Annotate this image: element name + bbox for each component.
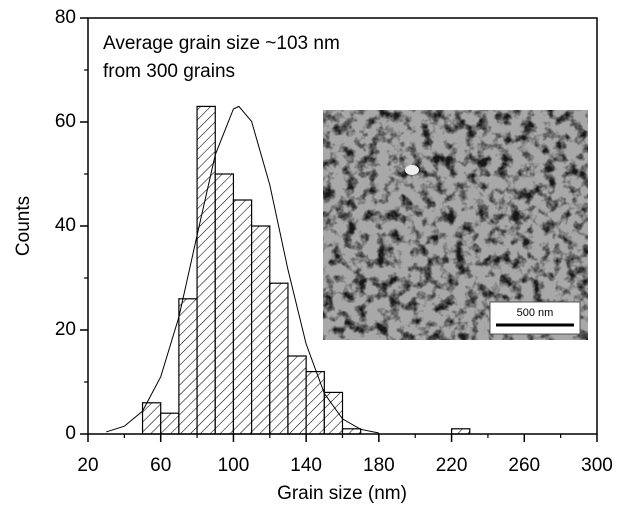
x-tick-label: 260	[508, 455, 540, 476]
bar	[323, 391, 344, 435]
bar	[178, 298, 198, 435]
bar	[141, 402, 162, 435]
x-tick-label: 20	[77, 455, 98, 476]
bar	[196, 105, 216, 435]
bar	[341, 428, 362, 435]
x-tick-label: 180	[363, 455, 395, 476]
bar	[269, 282, 289, 435]
bar	[160, 412, 180, 435]
y-axis-label: Counts	[13, 196, 34, 256]
bar	[305, 371, 325, 435]
y-tick-label: 80	[55, 7, 76, 28]
bar	[232, 199, 253, 435]
annotation: from 300 grains	[103, 61, 235, 82]
x-tick-label: 140	[290, 455, 322, 476]
x-tick-label: 100	[218, 455, 250, 476]
bar	[214, 173, 235, 435]
y-tick-label: 40	[55, 215, 76, 236]
bar	[450, 428, 471, 435]
inset-image: 500 nm	[323, 110, 588, 340]
y-tick-label: 0	[65, 423, 76, 444]
x-tick-label: 60	[150, 455, 171, 476]
bar	[251, 225, 271, 435]
y-tick-label: 60	[55, 111, 76, 132]
x-tick-label: 220	[436, 455, 468, 476]
bar	[287, 355, 307, 435]
x-tick-label: 300	[581, 455, 613, 476]
fit-curve	[106, 105, 379, 434]
scale-bar-label: 500 nm	[517, 307, 554, 319]
x-axis-label: Grain size (nm)	[277, 483, 407, 504]
y-tick-label: 20	[55, 319, 76, 340]
annotation: Average grain size ~103 nm	[103, 33, 340, 54]
